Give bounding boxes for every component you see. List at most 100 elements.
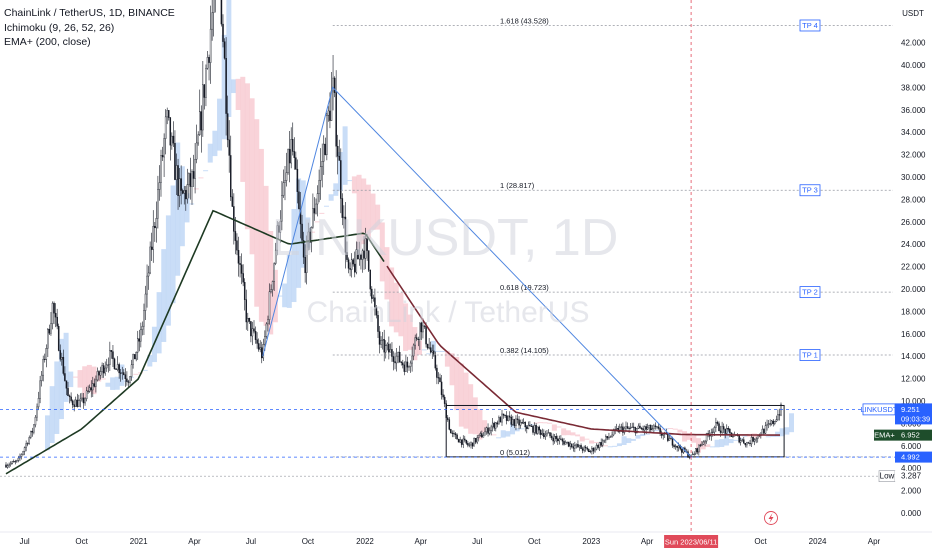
fib-level-label: 0 (5.012) [500,448,531,457]
candle [47,327,49,357]
candle-body [64,373,66,381]
cloud-segment [691,435,697,443]
candle [327,105,330,122]
candle-body [409,362,412,367]
target-label[interactable]: TP 4 [802,21,818,30]
candle-body [377,315,379,332]
candle-body [172,135,175,144]
legend-ichimoku[interactable]: Ichimoku (9, 26, 52, 26) [4,21,115,34]
cloud-segment [579,436,585,442]
cloud-segment [575,434,581,437]
legend-ema[interactable]: EMA+ (200, close) [4,36,91,48]
price-axis[interactable]: USDT 42.000 40.000 38.000 36.000 34.000 32.000… [860,0,932,532]
candle [416,333,418,342]
currency-label[interactable]: USDT [902,9,924,18]
candle [603,439,606,443]
candle-body [26,443,29,445]
cloud-segment [286,254,292,308]
target-label[interactable]: TP 3 [802,186,818,195]
cloud-segment [370,193,376,230]
candle [764,421,767,434]
candle [104,361,106,376]
lightning-icon[interactable] [764,511,778,525]
candle-body [90,387,92,391]
candle-body [67,388,69,397]
candle [595,443,598,451]
candle-body [278,225,280,233]
candle [321,143,323,188]
candle-body [594,448,596,452]
candle-body [56,316,58,327]
fib-level-label: 0.382 (14.105) [500,346,549,355]
candle-body [105,364,108,369]
candle [377,310,379,339]
candle-body [71,400,74,405]
candle-body [79,398,82,401]
candle [414,334,416,350]
time-axis[interactable]: JulOct2021AprJulOct2022AprJulOct2023AprJ… [0,531,932,550]
target-box[interactable] [799,184,821,197]
candle-body [305,240,308,273]
target-label[interactable]: TP 2 [802,288,818,297]
candle-body [673,445,675,448]
cloud-segment [630,438,636,441]
candle [526,425,528,434]
ema-value-tag [895,429,932,441]
target-label[interactable]: TP 1 [802,351,818,360]
candle [169,117,172,161]
candle [211,0,213,41]
legend-symbol[interactable]: ChainLink / TetherUS, 1D, BINANCE [4,7,175,19]
candle [608,432,610,441]
candle-body [307,231,310,241]
cloud-segment [482,420,488,433]
candle-body [385,345,387,353]
candle-body [572,446,575,449]
candle [417,336,420,347]
candle-body [631,426,633,428]
candle-body [259,347,261,350]
candle-body [6,465,9,468]
candle [605,434,607,444]
candle [594,446,596,453]
target-box[interactable] [799,286,821,299]
target-box[interactable] [799,349,821,361]
candle-body [51,302,54,324]
candle-body [420,322,423,333]
candle-body [761,428,764,436]
candle [640,426,643,431]
cloud-segment [58,338,64,420]
target-box[interactable] [799,19,821,32]
trend-line[interactable] [262,86,692,458]
candle [510,414,513,427]
candle [267,315,269,332]
candle-body [468,444,471,446]
candle-body [533,425,536,433]
cloud-segment [379,222,385,282]
candle-body [764,425,767,434]
candle-body [236,240,238,251]
range-box[interactable] [445,404,785,458]
cloud-segment [142,369,148,371]
candle [657,423,660,430]
candle-body [132,354,134,366]
candle-body [443,396,446,404]
candle [271,280,274,297]
candle [550,432,553,441]
candle-body [256,339,258,344]
candle-body [17,457,20,461]
candle [198,89,201,137]
candle-body [515,418,517,426]
candle [609,435,612,438]
candle [90,380,92,398]
candle-body [750,437,753,445]
candle [557,435,559,446]
candle-body [39,380,41,399]
candle-body [225,58,227,114]
candle [186,168,189,204]
candle [777,409,779,422]
candle [474,438,477,445]
candle-body [549,432,551,437]
candle [775,415,778,423]
candle [464,435,466,443]
